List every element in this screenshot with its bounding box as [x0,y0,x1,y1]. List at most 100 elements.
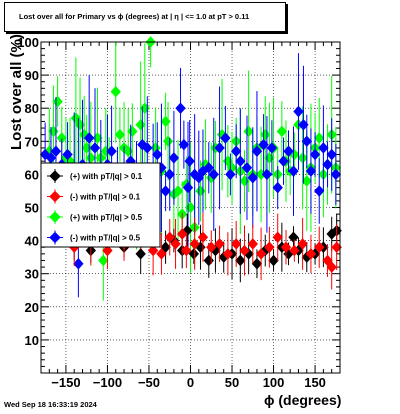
y-tick-label: 100 [17,35,39,50]
data-point [193,171,204,184]
data-point [214,238,225,250]
data-point [239,244,250,257]
y-tick-label: 10 [25,333,39,348]
data-point [160,241,171,253]
data-point [272,181,283,194]
data-point [170,238,181,250]
data-point [203,162,214,174]
data-point [220,132,231,144]
data-point [164,168,175,181]
data-point [293,105,304,118]
legend-marker [49,190,61,203]
data-point [89,142,101,154]
data-point [288,231,299,244]
data-point [182,181,194,194]
data-point [102,244,113,257]
data-point [272,231,283,244]
y-tick-label: 20 [25,300,39,315]
legend-marker [49,231,61,244]
data-point [50,145,62,157]
data-point [135,248,146,260]
x-tick-label: −100 [93,375,122,390]
data-point [322,158,333,171]
data-point [206,241,217,253]
data-point [231,238,242,250]
data-point [276,125,288,138]
y-tick-label: 70 [25,134,39,149]
y-tick-label: 40 [25,234,39,249]
data-point [231,145,242,157]
data-point [326,261,337,273]
data-point [251,258,263,270]
data-point [280,241,292,253]
y-tick-label: 30 [25,267,39,282]
x-tick-label: 50 [225,375,239,390]
data-point [184,155,195,167]
data-point [301,135,312,148]
x-axis-label: ϕ (degrees) [264,392,342,408]
data-point [260,128,271,141]
data-point [297,152,308,164]
data-point [326,148,337,161]
data-point [142,142,153,154]
data-point [156,248,167,260]
legend-marker [49,211,61,223]
data-point [106,145,117,157]
data-point [305,165,317,177]
y-tick-label: 80 [25,101,39,116]
data-point [222,248,234,260]
y-tick-label: 90 [25,68,39,83]
data-point [330,168,342,181]
legend-entry-label: (+) with pT/|q| > 0.5 [70,213,143,222]
legend-box [40,162,161,248]
data-point [314,185,325,197]
data-point [188,248,199,260]
data-point [247,238,258,250]
data-point [152,148,163,161]
y-axis-label: Lost over all (%) [8,34,25,150]
data-point [288,165,299,177]
data-point [278,155,289,167]
data-point [268,254,279,267]
data-point [314,132,325,144]
data-point [305,248,317,260]
y-tick-label: 50 [25,201,39,216]
data-point [241,162,253,174]
data-point [164,231,175,244]
data-point [235,254,246,267]
data-point [225,168,236,181]
data-point [266,142,278,154]
data-point [247,171,258,184]
data-point [189,238,200,250]
data-point [98,254,109,267]
data-point [73,258,84,270]
x-tick-label: 100 [263,375,285,390]
data-point [135,119,146,131]
data-point [110,85,121,98]
data-point [197,231,209,244]
chart-title: Lost over all for Primary vs ϕ (degrees)… [19,12,250,21]
data-point [175,102,186,114]
data-point [243,125,254,138]
data-point [181,244,192,257]
x-tick-label: 0 [187,375,194,390]
data-point [127,125,138,138]
legend-entry-label: (-) with pT/|q| > 0.5 [70,234,141,243]
data-point [297,238,308,250]
timestamp-footer: Wed Sep 18 16:33:19 2024 [4,400,97,409]
data-point [208,168,219,181]
data-point [178,138,190,151]
data-point [177,228,188,240]
x-tick-label: 150 [304,375,326,390]
data-point [172,185,184,197]
data-point [62,148,73,161]
data-point [255,248,267,260]
x-tick-label: −50 [138,375,160,390]
legend-marker [49,170,61,182]
data-point [147,244,159,257]
legend-entry-label: (+) with pT/|q| > 0.1 [70,172,143,181]
data-point [52,95,63,108]
data-point [83,132,95,144]
data-point [322,254,333,267]
